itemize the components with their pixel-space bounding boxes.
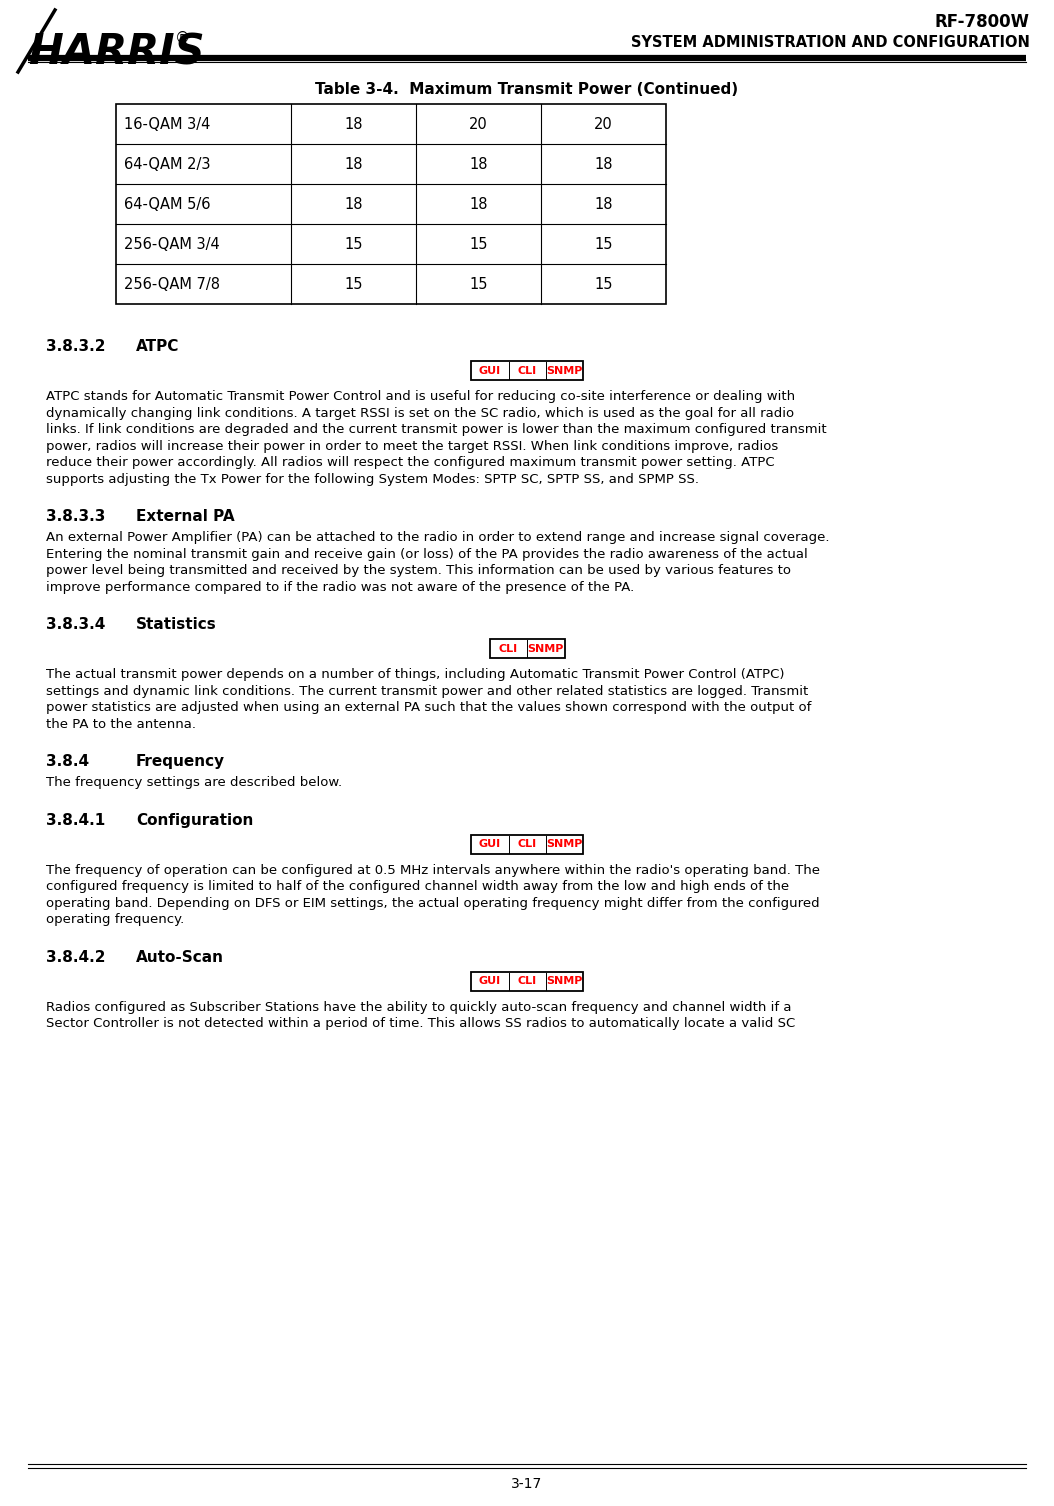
Text: The actual transmit power depends on a number of things, including Automatic Tra: The actual transmit power depends on a n…: [46, 669, 784, 681]
Text: Entering the nominal transmit gain and receive gain (or loss) of the PA provides: Entering the nominal transmit gain and r…: [46, 548, 807, 560]
Bar: [489, 639, 565, 658]
Text: 256-QAM 3/4: 256-QAM 3/4: [124, 236, 219, 252]
Text: 18: 18: [469, 157, 488, 172]
Text: 3.8.4.1: 3.8.4.1: [46, 813, 105, 827]
Text: 15: 15: [594, 277, 612, 292]
Text: 18: 18: [594, 196, 612, 211]
Bar: [116, 104, 666, 304]
Text: 15: 15: [469, 277, 488, 292]
Text: Table 3-4.  Maximum Transmit Power (Continued): Table 3-4. Maximum Transmit Power (Conti…: [315, 81, 739, 96]
Bar: [471, 971, 583, 991]
Text: SNMP: SNMP: [546, 366, 582, 375]
Text: CLI: CLI: [518, 839, 536, 849]
Bar: [471, 834, 583, 854]
Text: ®: ®: [175, 30, 191, 45]
Text: 18: 18: [469, 196, 488, 211]
Text: improve performance compared to if the radio was not aware of the presence of th: improve performance compared to if the r…: [46, 580, 635, 593]
Text: the PA to the antenna.: the PA to the antenna.: [46, 717, 196, 730]
Text: 16-QAM 3/4: 16-QAM 3/4: [124, 116, 211, 131]
Text: 64-QAM 5/6: 64-QAM 5/6: [124, 196, 211, 211]
Text: CLI: CLI: [499, 643, 519, 654]
Text: Configuration: Configuration: [136, 813, 253, 827]
Text: 3.8.3.2: 3.8.3.2: [46, 339, 105, 354]
Text: External PA: External PA: [136, 509, 235, 524]
Text: 18: 18: [345, 196, 363, 211]
Text: HARRIS: HARRIS: [28, 32, 204, 72]
Text: 64-QAM 2/3: 64-QAM 2/3: [124, 157, 211, 172]
Text: 18: 18: [345, 157, 363, 172]
Text: 18: 18: [594, 157, 612, 172]
Text: Sector Controller is not detected within a period of time. This allows SS radios: Sector Controller is not detected within…: [46, 1017, 796, 1030]
Text: The frequency of operation can be configured at 0.5 MHz intervals anywhere withi: The frequency of operation can be config…: [46, 863, 820, 876]
Text: 20: 20: [469, 116, 488, 131]
Text: 18: 18: [345, 116, 363, 131]
Text: supports adjusting the Tx Power for the following System Modes: SPTP SC, SPTP SS: supports adjusting the Tx Power for the …: [46, 473, 699, 485]
Text: The frequency settings are described below.: The frequency settings are described bel…: [46, 776, 343, 789]
Text: 15: 15: [345, 236, 363, 252]
Text: Frequency: Frequency: [136, 755, 226, 770]
Text: SNMP: SNMP: [546, 839, 582, 849]
Text: 3.8.4.2: 3.8.4.2: [46, 949, 105, 964]
Text: Radios configured as Subscriber Stations have the ability to quickly auto-scan f: Radios configured as Subscriber Stations…: [46, 1000, 792, 1014]
Text: Statistics: Statistics: [136, 617, 217, 633]
Text: 15: 15: [594, 236, 612, 252]
Text: 3-17: 3-17: [511, 1477, 543, 1491]
Text: 3.8.4: 3.8.4: [46, 755, 90, 770]
Text: reduce their power accordingly. All radios will respect the configured maximum t: reduce their power accordingly. All radi…: [46, 456, 775, 468]
Text: SNMP: SNMP: [527, 643, 564, 654]
Text: power statistics are adjusted when using an external PA such that the values sho: power statistics are adjusted when using…: [46, 700, 812, 714]
Text: 3.8.3.3: 3.8.3.3: [46, 509, 105, 524]
Text: CLI: CLI: [518, 976, 536, 986]
Text: operating band. Depending on DFS or EIM settings, the actual operating frequency: operating band. Depending on DFS or EIM …: [46, 896, 820, 910]
Text: 15: 15: [469, 236, 488, 252]
Text: 3.8.3.4: 3.8.3.4: [46, 617, 105, 633]
Text: 256-QAM 7/8: 256-QAM 7/8: [124, 277, 220, 292]
Text: dynamically changing link conditions. A target RSSI is set on the SC radio, whic: dynamically changing link conditions. A …: [46, 407, 794, 420]
Text: operating frequency.: operating frequency.: [46, 913, 184, 926]
Text: GUI: GUI: [479, 839, 501, 849]
Text: RF-7800W: RF-7800W: [935, 14, 1030, 32]
Text: SYSTEM ADMINISTRATION AND CONFIGURATION: SYSTEM ADMINISTRATION AND CONFIGURATION: [631, 35, 1030, 50]
Text: 15: 15: [345, 277, 363, 292]
Text: 20: 20: [594, 116, 612, 131]
Text: GUI: GUI: [479, 366, 501, 375]
Text: ATPC stands for Automatic Transmit Power Control and is useful for reducing co-s: ATPC stands for Automatic Transmit Power…: [46, 390, 795, 404]
Bar: [471, 361, 583, 380]
Text: ATPC: ATPC: [136, 339, 179, 354]
Text: GUI: GUI: [479, 976, 501, 986]
Text: configured frequency is limited to half of the configured channel width away fro: configured frequency is limited to half …: [46, 880, 789, 893]
Text: SNMP: SNMP: [546, 976, 582, 986]
Text: An external Power Amplifier (PA) can be attached to the radio in order to extend: An external Power Amplifier (PA) can be …: [46, 532, 829, 544]
Text: Auto-Scan: Auto-Scan: [136, 949, 225, 964]
Text: links. If link conditions are degraded and the current transmit power is lower t: links. If link conditions are degraded a…: [46, 423, 826, 437]
Text: power, radios will increase their power in order to meet the target RSSI. When l: power, radios will increase their power …: [46, 440, 778, 452]
Text: settings and dynamic link conditions. The current transmit power and other relat: settings and dynamic link conditions. Th…: [46, 685, 808, 697]
Text: power level being transmitted and received by the system. This information can b: power level being transmitted and receiv…: [46, 565, 790, 577]
Text: CLI: CLI: [518, 366, 536, 375]
